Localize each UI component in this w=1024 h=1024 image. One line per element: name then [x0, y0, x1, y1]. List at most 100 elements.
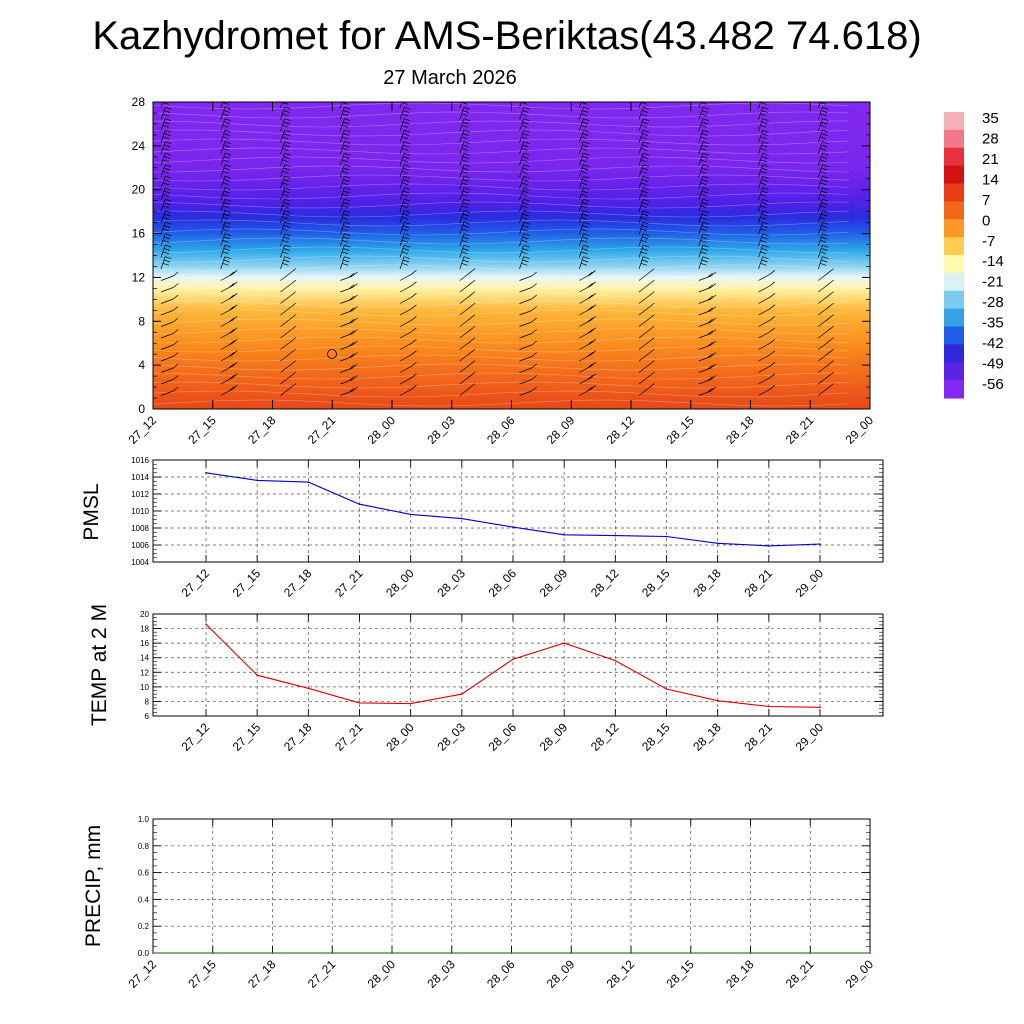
- wind-barb: [638, 221, 650, 235]
- wind-barb: [220, 141, 231, 155]
- colorbar-swatch: [944, 308, 964, 328]
- wind-barb: [578, 187, 590, 201]
- wind-barb: [758, 221, 769, 235]
- wind-barb: [340, 306, 358, 316]
- wind-barb: [220, 362, 238, 373]
- wind-barb: [459, 175, 470, 189]
- data-point: [152, 952, 154, 954]
- colorbar-label: -14: [982, 253, 1004, 270]
- colorbar-swatch: [944, 290, 964, 310]
- wind-barb: [339, 106, 351, 120]
- wind-barb: [578, 210, 590, 224]
- x-tick-label: 28_06: [486, 720, 520, 754]
- wind-barb: [698, 175, 709, 189]
- chart-date: 27 March 2026: [383, 67, 517, 89]
- wind-barb: [160, 294, 179, 304]
- wind-barb: [698, 340, 717, 350]
- data-point: [819, 543, 821, 545]
- wind-barb: [459, 129, 470, 143]
- wind-barb: [698, 271, 717, 281]
- wind-barb: [220, 327, 238, 339]
- wind-barb: [758, 281, 776, 293]
- wind-barb: [399, 281, 417, 293]
- wind-barb: [519, 271, 537, 281]
- wind-barb: [340, 340, 358, 350]
- x-tick-label: 28_09: [544, 413, 578, 447]
- wind-barb: [220, 221, 231, 235]
- contour-line: [153, 138, 850, 146]
- wind-barb: [160, 106, 172, 120]
- wind-barb: [817, 164, 829, 178]
- wind-barb: [160, 152, 172, 166]
- x-tick-label: 28_12: [588, 720, 622, 754]
- y-tick-label: 12: [132, 270, 146, 284]
- x-tick-label: 28_03: [434, 566, 468, 600]
- x-tick-label: 28_15: [663, 957, 697, 991]
- colorbar-label: 14: [982, 171, 999, 188]
- wind-barb: [817, 221, 829, 235]
- colorbar-label: -56: [982, 376, 1004, 393]
- wind-barb: [280, 244, 291, 258]
- wind-barb: [160, 363, 179, 373]
- wind-barb: [519, 187, 530, 201]
- wind-barb: [698, 244, 709, 258]
- wind-barb: [220, 293, 238, 304]
- data-point: [256, 674, 259, 676]
- wind-barb: [758, 106, 769, 120]
- y-axis-title: TEMP at 2 M: [88, 604, 111, 726]
- data-point: [331, 952, 334, 954]
- wind-barb: [758, 373, 776, 385]
- wind-barb: [339, 175, 351, 189]
- wind-barb: [638, 383, 655, 396]
- wind-barb: [459, 118, 470, 132]
- wind-barb: [758, 304, 776, 316]
- wind-barb: [160, 187, 172, 201]
- wind-barb: [579, 293, 596, 304]
- wind-barb: [758, 362, 776, 373]
- wind-barb: [399, 316, 417, 327]
- wind-barb: [579, 304, 596, 316]
- wind-barb: [578, 106, 590, 120]
- wind-barb: [758, 141, 769, 155]
- wind-barb: [399, 270, 417, 281]
- wind-barb: [638, 279, 655, 293]
- wind-barb: [578, 164, 590, 178]
- x-tick-label: 28_21: [741, 566, 775, 600]
- x-tick-label: 28_18: [723, 413, 757, 447]
- wind-barb: [280, 256, 291, 270]
- wind-barb: [399, 304, 417, 316]
- wind-barbs: [160, 102, 895, 396]
- wind-barb: [399, 293, 417, 304]
- data-point: [205, 623, 207, 625]
- wind-barb: [578, 244, 590, 258]
- wind-barb: [698, 233, 709, 247]
- contour-line: [153, 300, 850, 308]
- wind-barb: [638, 325, 655, 339]
- wind-barb: [638, 244, 650, 258]
- x-tick-label: 28_03: [424, 413, 458, 447]
- wind-barb: [758, 385, 776, 396]
- x-tick-label: 29_00: [793, 566, 827, 600]
- wind-barb: [638, 371, 655, 385]
- wind-barb: [878, 318, 895, 327]
- wind-barb: [758, 210, 769, 224]
- data-point: [461, 693, 463, 695]
- wind-barb: [519, 306, 537, 316]
- wind-barb: [878, 165, 888, 177]
- wind-barb: [519, 329, 537, 339]
- wind-barb: [459, 106, 470, 120]
- wind-barb: [698, 283, 717, 293]
- wind-barb: [340, 283, 358, 293]
- contour-line: [153, 273, 850, 281]
- data-point: [614, 534, 617, 537]
- wind-barb: [698, 352, 717, 362]
- colorbar-swatch: [944, 237, 964, 256]
- x-tick-label: 28_00: [365, 413, 399, 447]
- data-point: [358, 503, 361, 506]
- wind-barb: [758, 164, 769, 178]
- wind-barb: [878, 295, 895, 304]
- wind-barb: [220, 198, 231, 212]
- wind-barb: [698, 152, 709, 166]
- wind-barb: [579, 270, 596, 281]
- vertical-profile-panel: 0 4 8 12 16 20 24 28 27_12 27_15 27_18 27_21 28_00 28…: [126, 95, 895, 447]
